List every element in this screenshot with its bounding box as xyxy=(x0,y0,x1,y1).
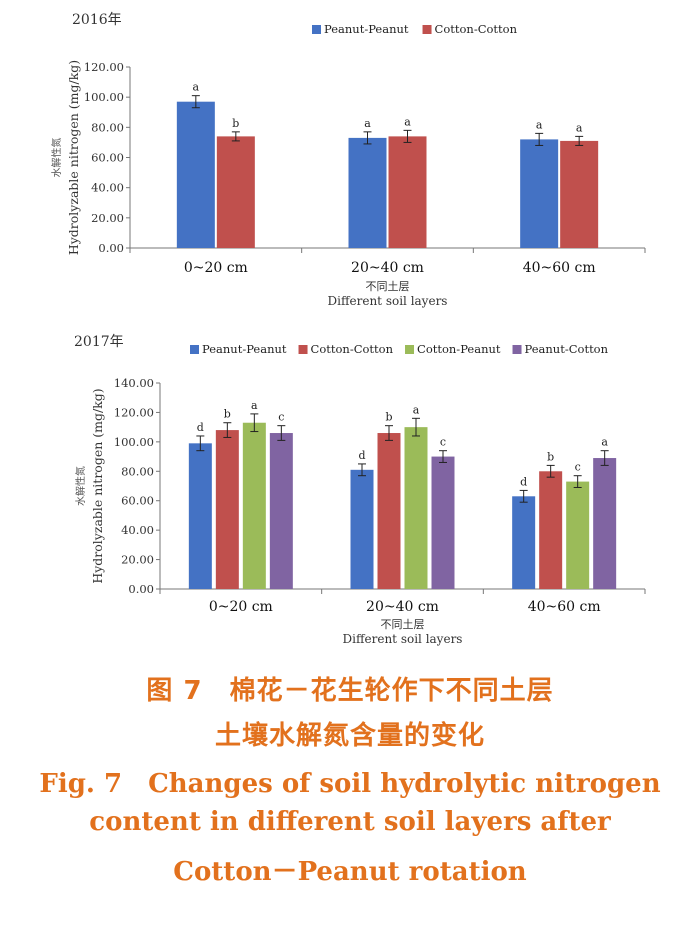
significance-label-2017-0-2: a xyxy=(251,399,258,412)
caption-en-line3: Cotton－Peanut rotation xyxy=(173,857,527,887)
bar-2017-2-1 xyxy=(539,471,563,589)
x-axis-title-cn-2016: 不同土层 xyxy=(366,280,410,293)
bar-2016-1-1 xyxy=(388,136,427,248)
legend-label-2017-0: Peanut-Peanut xyxy=(202,342,287,356)
bar-2016-2-0 xyxy=(520,139,559,248)
x-axis-title-cn-2017: 不同土层 xyxy=(381,618,425,631)
chart-title-2017: 2017年 xyxy=(74,334,124,350)
bar-2016-0-1 xyxy=(216,136,255,248)
bar-2017-0-1 xyxy=(215,430,239,589)
x-axis-title-2017: Different soil layers xyxy=(343,632,463,646)
legend-swatch-2017-0 xyxy=(190,345,199,354)
y-axis-title-2017: Hydrolyzable nitrogen (mg/kg) xyxy=(90,388,105,583)
y-tick-label-2016-0: 0.00 xyxy=(98,241,124,255)
legend-label-2016-0: Peanut-Peanut xyxy=(324,22,409,36)
y-tick-label-2017-1: 20.00 xyxy=(121,553,154,567)
legend-swatch-2017-2 xyxy=(405,345,415,354)
y-tick-label-2017-4: 80.00 xyxy=(121,464,154,478)
y-tick-label-2016-5: 100.00 xyxy=(84,90,124,104)
caption-cn-line2: 土壤水解氮含量的变化 xyxy=(214,721,485,751)
chart-title-2016: 2016年 xyxy=(72,12,122,28)
significance-label-2016-2-1: a xyxy=(576,121,583,134)
bar-2017-0-2 xyxy=(242,422,266,589)
significance-label-2016-0-0: a xyxy=(193,81,200,94)
bar-2017-2-2 xyxy=(566,481,590,589)
caption-en-line1: Fig. 7 Changes of soil hydrolytic nitrog… xyxy=(39,769,661,799)
bar-2017-2-3 xyxy=(593,458,617,589)
y-tick-label-2016-2: 40.00 xyxy=(91,181,124,195)
significance-label-2017-2-0: d xyxy=(520,475,527,488)
bar-2016-2-1 xyxy=(560,140,599,248)
legend-swatch-2017-3 xyxy=(512,345,522,354)
bar-2017-1-1 xyxy=(377,433,401,589)
significance-label-2017-0-3: c xyxy=(278,411,284,424)
bar-2017-2-0 xyxy=(512,496,536,589)
significance-label-2017-2-1: b xyxy=(547,450,554,463)
category-label-2017-2: 40~60 cm xyxy=(528,599,601,615)
category-label-2016-0: 0~20 cm xyxy=(184,260,248,276)
legend-swatch-2016-0 xyxy=(312,25,321,34)
y-axis-title-cn-2017: 水解性氮 xyxy=(74,466,87,506)
significance-label-2016-2-0: a xyxy=(536,118,543,131)
legend-label-2017-1: Cotton-Cotton xyxy=(311,342,394,356)
x-axis-title-2016: Different soil layers xyxy=(328,294,448,308)
category-label-2017-0: 0~20 cm xyxy=(209,599,273,615)
chart-2016: 2016年 Peanut-Peanut Cotton-Cotton 0.00 20.00… xyxy=(50,12,646,308)
category-label-2017-1: 20~40 cm xyxy=(366,599,439,615)
significance-label-2017-1-2: a xyxy=(413,403,420,416)
significance-label-2017-1-0: d xyxy=(358,449,365,462)
y-axis-title-cn-2016: 水解性氮 xyxy=(50,138,63,178)
significance-label-2017-2-2: c xyxy=(575,461,581,474)
y-tick-label-2016-4: 80.00 xyxy=(91,120,124,134)
significance-label-2017-0-1: b xyxy=(224,408,231,421)
significance-label-2017-0-0: d xyxy=(197,421,204,434)
legend-label-2016-1: Cotton-Cotton xyxy=(435,22,518,36)
y-tick-label-2017-5: 100.00 xyxy=(114,435,154,449)
legend-swatch-2016-1 xyxy=(422,25,432,34)
bar-2017-0-0 xyxy=(188,443,212,589)
significance-label-2017-1-3: c xyxy=(440,436,446,449)
bar-2016-0-0 xyxy=(176,101,215,248)
significance-label-2016-1-1: a xyxy=(404,115,411,128)
y-tick-label-2017-0: 0.00 xyxy=(128,582,154,596)
bar-2017-0-3 xyxy=(269,433,293,589)
y-tick-label-2016-1: 20.00 xyxy=(91,211,124,225)
significance-label-2016-1-0: a xyxy=(364,117,371,130)
caption-cn-line1: 图 7 棉花－花生轮作下不同土层 xyxy=(146,676,554,706)
bar-2017-1-3 xyxy=(431,456,455,589)
y-tick-label-2017-6: 120.00 xyxy=(114,405,154,419)
bar-2016-1-0 xyxy=(348,137,387,248)
y-tick-label-2017-7: 140.00 xyxy=(114,376,154,390)
legend-label-2017-2: Cotton-Peanut xyxy=(417,342,501,356)
y-tick-label-2016-3: 60.00 xyxy=(91,151,124,165)
chart-2017: 2017年 Peanut-Peanut Cotton-Cotton Cotton-Pe… xyxy=(74,334,646,646)
bar-2017-1-2 xyxy=(404,427,428,589)
legend-swatch-2017-1 xyxy=(298,345,308,354)
caption-en-line2: content in different soil layers after xyxy=(89,807,611,837)
category-label-2016-1: 20~40 cm xyxy=(351,260,424,276)
legend-label-2017-3: Peanut-Cotton xyxy=(525,342,609,356)
y-tick-label-2016-6: 120.00 xyxy=(84,60,124,74)
y-axis-title-2016: Hydrolyzable nitrogen (mg/kg) xyxy=(66,60,81,255)
significance-label-2017-2-3: a xyxy=(601,436,608,449)
bar-2017-1-0 xyxy=(350,469,374,589)
significance-label-2017-1-1: b xyxy=(385,411,392,424)
category-label-2016-2: 40~60 cm xyxy=(523,260,596,276)
y-tick-label-2017-3: 60.00 xyxy=(121,494,154,508)
y-tick-label-2017-2: 40.00 xyxy=(121,523,154,537)
significance-label-2016-0-1: b xyxy=(232,117,239,130)
